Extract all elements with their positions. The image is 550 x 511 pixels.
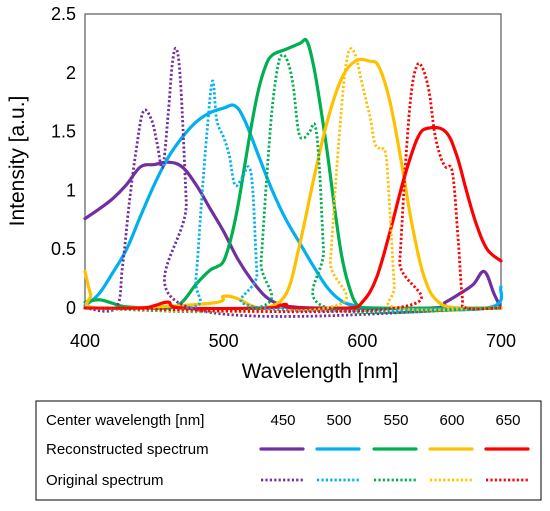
series-reconstructed-650 [83,125,503,311]
series-original-500 [84,79,502,313]
x-tick-label: 600 [347,331,377,351]
legend-row-original: Original spectrum [46,472,164,489]
x-tick-label: 700 [486,331,516,351]
x-axis-ticks: 400 500 600 700 [70,331,516,351]
series-reconstructed-600 [83,57,503,311]
series-original-450 [84,46,502,318]
series-reconstructed-450 [83,160,503,311]
legend-center-wavelengths: 450 500 550 600 650 [270,412,520,429]
legend-header-label: Center wavelength [nm] [46,412,204,429]
y-tick-label: 2.5 [51,4,76,24]
y-tick-label: 1 [66,180,76,200]
legend-center-600: 600 [439,412,464,429]
legend-swatches [259,447,530,482]
legend-center-450: 450 [270,412,295,429]
legend-center-550: 550 [383,412,408,429]
series-layer [83,37,504,318]
y-tick-label: 2 [66,63,76,83]
y-axis-title: Intensity [a.u.] [6,96,29,227]
series-reconstructed-500 [83,103,504,312]
y-tick-label: 0.5 [51,239,76,259]
legend-center-500: 500 [326,412,351,429]
x-axis-title: Wavelength [nm] [242,360,399,383]
legend-row-reconstructed: Reconstructed spectrum [46,441,209,458]
plot-area-frame [84,13,502,309]
x-tick-label: 400 [70,331,100,351]
series-original-550 [84,53,502,315]
series-original-650 [84,61,502,314]
legend-center-650: 650 [495,412,520,429]
y-tick-label: 0 [66,298,76,318]
x-tick-label: 500 [209,331,239,351]
y-tick-label: 1.5 [51,122,76,142]
y-axis-ticks: 0 0.5 1 1.5 2 2.5 [51,4,76,318]
